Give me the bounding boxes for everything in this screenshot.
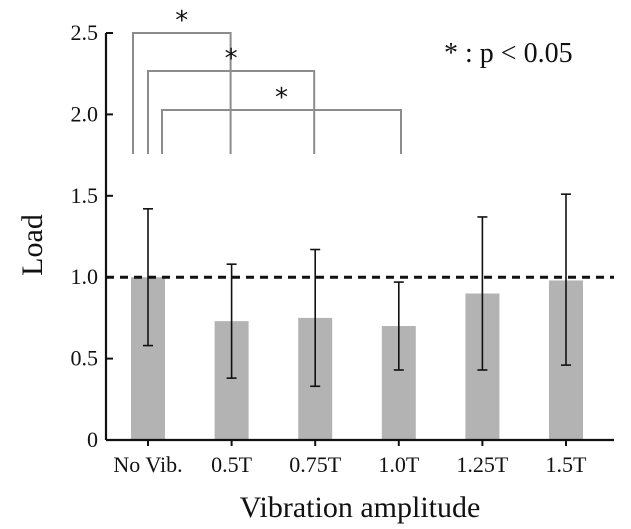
significance-star: * (275, 83, 288, 113)
error-bar-5 (477, 216, 488, 371)
error-bar-6 (561, 193, 571, 366)
significance-bracket-3: * (161, 83, 402, 154)
axes-layer (104, 33, 614, 442)
error-bar-3 (310, 248, 321, 388)
significance-layer: * * * (132, 6, 402, 154)
x-tick-label-1: No Vib. (113, 452, 182, 477)
y-tick-label-2: 1.0 (71, 264, 99, 289)
error-bar-2 (226, 263, 237, 379)
x-tick-label-6: 1.5T (546, 452, 588, 477)
y-tick-label-5: 2.5 (71, 20, 99, 45)
x-tick-label-4: 1.0T (378, 452, 420, 477)
significance-bracket-1: * (132, 6, 232, 154)
x-tick-label-2: 0.5T (211, 452, 253, 477)
y-tick-label-1: 0.5 (71, 346, 99, 371)
error-bar-4 (393, 281, 404, 371)
x-ticks-layer: No Vib. 0.5T 0.75T 1.0T 1.25T 1.5T (113, 440, 587, 477)
y-tick-label-3: 1.5 (71, 183, 99, 208)
significance-bracket-line (147, 70, 316, 154)
x-tick-label-5: 1.25T (456, 452, 509, 477)
significance-star: * (225, 44, 238, 74)
y-axis-title: Load (16, 214, 49, 276)
y-tick-label-4: 2.0 (71, 101, 99, 126)
error-bar-1 (143, 208, 153, 347)
y-ticks-layer: 0 0.5 1.0 1.5 2.0 2.5 (71, 20, 113, 452)
x-axis-title: Vibration amplitude (240, 491, 481, 524)
significance-bracket-line (132, 32, 232, 154)
y-tick-label-0: 0 (87, 427, 98, 452)
x-tick-label-3: 0.75T (289, 452, 342, 477)
significance-bracket-line (161, 109, 402, 154)
significance-bracket-2: * (147, 44, 316, 154)
significance-annotation: * : p < 0.05 (444, 38, 573, 69)
bars-layer (131, 277, 583, 440)
significance-star: * (175, 6, 188, 36)
error-bars-layer (143, 193, 571, 388)
